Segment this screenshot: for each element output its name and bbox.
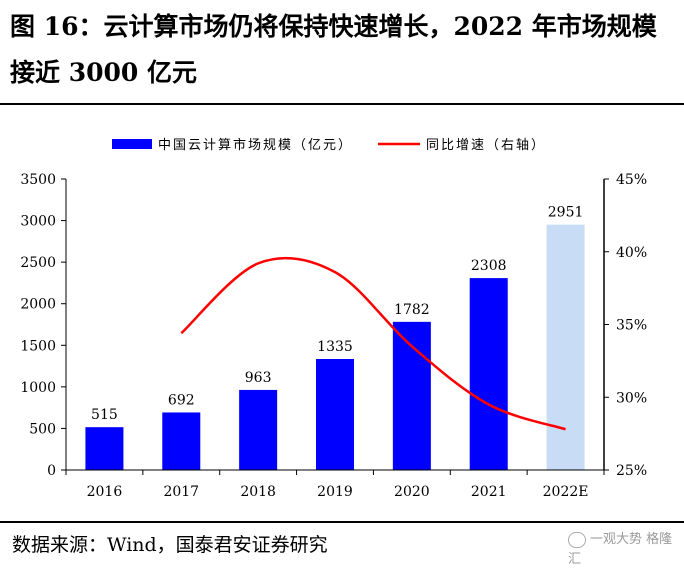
watermark: 一观大势 格隆汇: [568, 528, 684, 567]
left-axis-tick-label: 1500: [20, 338, 56, 354]
right-axis-tick-label: 45%: [616, 172, 647, 188]
x-axis-tick-label: 2020: [394, 484, 430, 500]
bar: [469, 278, 508, 470]
legend-label-bar: 中国云计算市场规模（亿元）: [158, 137, 353, 153]
chat-bubble-icon: [568, 531, 586, 548]
right-axis-tick-label: 25%: [616, 463, 647, 479]
bar: [392, 321, 431, 470]
left-axis-tick-label: 1000: [20, 380, 56, 396]
left-axis-tick-label: 2000: [20, 297, 56, 313]
x-axis-tick-label: 2022E: [543, 484, 589, 500]
x-axis-tick-label: 2019: [317, 484, 353, 500]
right-axis-tick-label: 30%: [616, 390, 647, 406]
bar-data-label: 1335: [317, 339, 353, 355]
left-axis-tick-label: 3500: [20, 172, 56, 188]
bar-data-label: 963: [245, 370, 272, 386]
bar-series: [85, 224, 585, 470]
growth-line-series: [180, 256, 566, 431]
left-axis-tick-label: 2500: [20, 255, 56, 271]
figure-title: 图 16：云计算市场仍将保持快速增长，2022 年市场规模接近 3000 亿元: [10, 12, 657, 87]
legend: 中国云计算市场规模（亿元） 同比增速（右轴）: [112, 137, 546, 153]
x-axis-tick-label: 2017: [163, 484, 199, 500]
left-axis-tick-label: 0: [47, 463, 56, 479]
legend-label-line: 同比增速（右轴）: [426, 138, 546, 153]
bar: [85, 427, 124, 470]
bottom-rule: [0, 521, 684, 523]
bar-data-labels: 515 692 963 1335 1782 2308 2951: [91, 205, 583, 424]
x-axis-tick-label: 2021: [471, 484, 507, 500]
right-axis-tick-label: 40%: [616, 245, 647, 261]
chart: 中国云计算市场规模（亿元） 同比增速（右轴） 515 692 963 1335 1782 2…: [20, 137, 647, 500]
x-axis-tick-label: 2018: [240, 484, 276, 500]
bar: [316, 359, 354, 470]
legend-swatch-bar: [112, 139, 152, 149]
bar-data-label: 692: [168, 392, 195, 408]
right-axis-tick-label: 35%: [616, 318, 647, 334]
bar-data-label: 515: [91, 407, 118, 423]
left-axis-tick-label: 3000: [20, 214, 56, 230]
top-rule: [0, 103, 684, 105]
watermark-text: 一观大势 格隆汇: [568, 532, 673, 567]
growth-line: [180, 256, 566, 431]
bar: [546, 224, 585, 470]
source-note: 数据来源：Wind，国泰君安证券研究: [12, 534, 328, 556]
x-axis-tick-label: 2016: [87, 484, 123, 500]
bar: [162, 412, 201, 470]
left-axis-tick-label: 500: [29, 421, 56, 437]
bar-data-label: 2308: [471, 258, 507, 274]
bar-data-label: 1782: [394, 302, 430, 318]
bar-data-label: 2951: [548, 205, 584, 221]
axes: 0 500 1000 1500 2000 2500 3000 3500 25% 30% 35% 40%…: [20, 172, 647, 500]
bar: [239, 389, 278, 470]
